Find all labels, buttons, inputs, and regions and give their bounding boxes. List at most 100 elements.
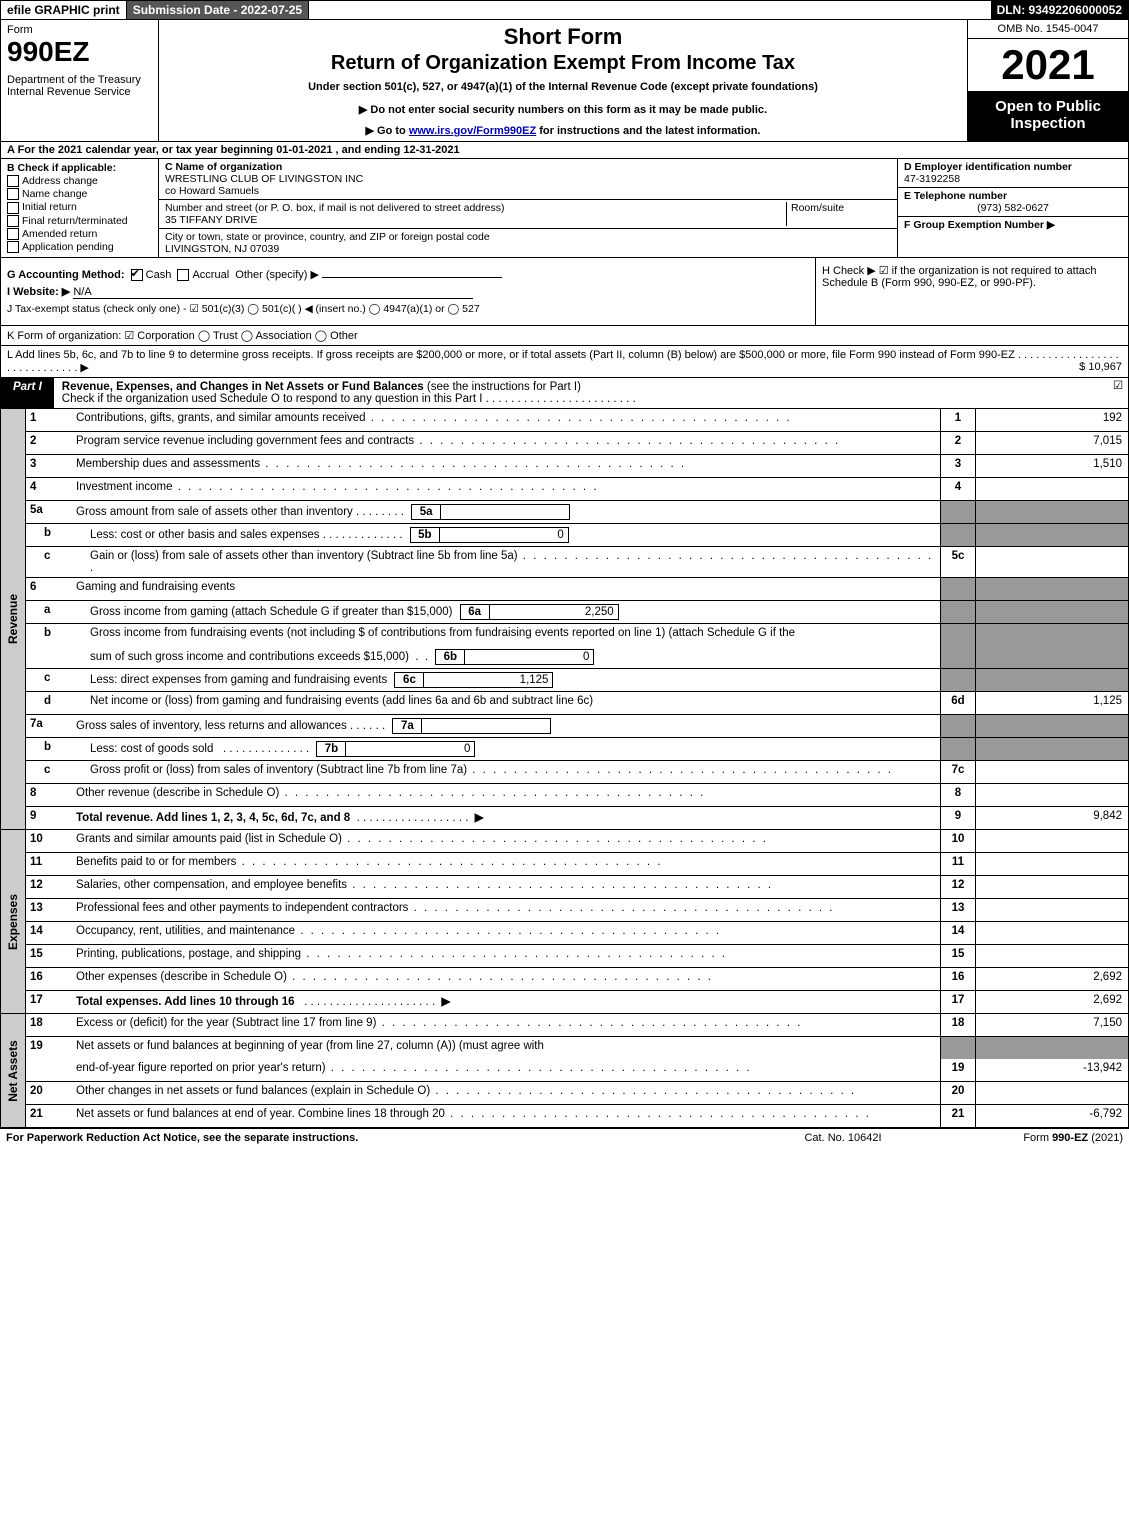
top-bar: efile GRAPHIC print Submission Date - 20… [0,0,1129,20]
street-value: 35 TIFFANY DRIVE [165,214,257,226]
city-block: City or town, state or province, country… [159,229,897,257]
section-h: H Check ▶ ☑ if the organization is not r… [815,258,1128,325]
row-l-text: L Add lines 5b, 6c, and 7b to line 9 to … [7,349,1119,374]
expenses-rows: 10 Grants and similar amounts paid (list… [26,830,1128,1013]
return-of-title: Return of Organization Exempt From Incom… [167,52,959,75]
line-3: 3 Membership dues and assessments 3 1,51… [26,455,1128,478]
org-name-block: C Name of organization WRESTLING CLUB OF… [159,159,897,200]
chk-accrual[interactable] [177,269,189,281]
chk-name-change[interactable]: Name change [7,188,152,200]
care-of: co Howard Samuels [165,185,259,197]
header-left: Form 990EZ Department of the Treasury In… [1,20,159,141]
expenses-side-label: Expenses [1,830,26,1013]
line-9: 9 Total revenue. Add lines 1, 2, 3, 4, 5… [26,807,1128,829]
tax-year: 2021 [968,39,1128,92]
line-8: 8 Other revenue (describe in Schedule O)… [26,784,1128,807]
line-19a: 19 Net assets or fund balances at beginn… [26,1037,1128,1059]
part-i-label: Part I [1,378,54,408]
section-g: G Accounting Method: Cash Accrual Other … [7,268,809,281]
chk-initial-return[interactable]: Initial return [7,201,152,213]
line-21: 21 Net assets or fund balances at end of… [26,1105,1128,1127]
chk-amended-return[interactable]: Amended return [7,228,152,240]
phone-label: E Telephone number [904,190,1007,202]
street-label: Number and street (or P. O. box, if mail… [165,202,504,214]
under-section: Under section 501(c), 527, or 4947(a)(1)… [167,81,959,93]
line-6b-2: sum of such gross income and contributio… [26,646,1128,669]
line-10: 10 Grants and similar amounts paid (list… [26,830,1128,853]
footer-mid: Cat. No. 10642I [743,1132,943,1144]
net-assets-section: Net Assets 18 Excess or (deficit) for th… [0,1014,1129,1128]
section-b: B Check if applicable: Address change Na… [1,159,159,257]
part-i-title: Revenue, Expenses, and Changes in Net As… [54,378,1108,408]
phone-value: (973) 582-0627 [904,202,1122,214]
footer-left: For Paperwork Reduction Act Notice, see … [6,1132,743,1144]
line-5a: 5a Gross amount from sale of assets othe… [26,501,1128,524]
part-i-header: Part I Revenue, Expenses, and Changes in… [0,378,1129,409]
row-k: K Form of organization: ☑ Corporation ◯ … [0,326,1129,346]
ein-value: 47-3192258 [904,173,960,185]
revenue-side-label: Revenue [1,409,26,829]
section-c: C Name of organization WRESTLING CLUB OF… [159,159,897,257]
form-header: Form 990EZ Department of the Treasury In… [0,20,1129,142]
line-5c: c Gain or (loss) from sale of assets oth… [26,547,1128,578]
header-right: OMB No. 1545-0047 2021 Open to Public In… [967,20,1128,141]
part-i-check[interactable]: ☑ [1108,378,1128,408]
line-6a: a Gross income from gaming (attach Sched… [26,601,1128,624]
line-11: 11 Benefits paid to or for members 11 [26,853,1128,876]
line-6c: c Less: direct expenses from gaming and … [26,669,1128,692]
chk-final-return[interactable]: Final return/terminated [7,215,152,227]
org-name: WRESTLING CLUB OF LIVINGSTON INC [165,173,363,185]
line-6b-1: b Gross income from fundraising events (… [26,624,1128,646]
line-19b: end-of-year figure reported on prior yea… [26,1059,1128,1082]
line-4: 4 Investment income 4 [26,478,1128,501]
chk-address-change[interactable]: Address change [7,175,152,187]
revenue-rows: 1 Contributions, gifts, grants, and simi… [26,409,1128,829]
line-16: 16 Other expenses (describe in Schedule … [26,968,1128,991]
line-20: 20 Other changes in net assets or fund b… [26,1082,1128,1105]
room-suite: Room/suite [786,202,891,226]
irs-link[interactable]: www.irs.gov/Form990EZ [409,125,536,137]
website-value: N/A [73,286,473,299]
other-specify-input[interactable] [322,277,502,278]
line-6: 6 Gaming and fundraising events [26,578,1128,601]
line-17: 17 Total expenses. Add lines 10 through … [26,991,1128,1013]
line-2: 2 Program service revenue including gove… [26,432,1128,455]
section-f: F Group Exemption Number ▶ [898,217,1128,257]
dept-label: Department of the Treasury Internal Reve… [7,74,152,98]
group-exemption-label: F Group Exemption Number ▶ [904,219,1055,231]
line-1: 1 Contributions, gifts, grants, and simi… [26,409,1128,432]
section-def: D Employer identification number 47-3192… [897,159,1128,257]
net-assets-rows: 18 Excess or (deficit) for the year (Sub… [26,1014,1128,1127]
goto-irs: ▶ Go to www.irs.gov/Form990EZ for instru… [167,124,959,137]
section-e: E Telephone number (973) 582-0627 [898,188,1128,217]
section-b-header: B Check if applicable: [7,162,152,174]
ein-label: D Employer identification number [904,161,1072,173]
row-l: L Add lines 5b, 6c, and 7b to line 9 to … [0,346,1129,378]
section-j: J Tax-exempt status (check only one) - ☑… [7,303,809,315]
block-ghij: G Accounting Method: Cash Accrual Other … [0,258,1129,326]
form-number: 990EZ [7,36,152,68]
open-to-public: Open to Public Inspection [968,92,1128,141]
header-center: Short Form Return of Organization Exempt… [159,20,967,141]
line-14: 14 Occupancy, rent, utilities, and maint… [26,922,1128,945]
chk-application-pending[interactable]: Application pending [7,241,152,253]
line-7b: b Less: cost of goods sold . . . . . . .… [26,738,1128,761]
top-bar-spacer [309,1,990,19]
section-d: D Employer identification number 47-3192… [898,159,1128,188]
omb-number: OMB No. 1545-0047 [968,20,1128,39]
street-block: Number and street (or P. O. box, if mail… [159,200,897,229]
short-form-title: Short Form [167,24,959,50]
form-word: Form [7,24,152,36]
net-assets-side-label: Net Assets [1,1014,26,1127]
org-name-label: C Name of organization [165,161,282,173]
chk-cash[interactable] [131,269,143,281]
submission-date: Submission Date - 2022-07-25 [127,1,309,19]
line-15: 15 Printing, publications, postage, and … [26,945,1128,968]
efile-label[interactable]: efile GRAPHIC print [1,1,127,19]
city-value: LIVINGSTON, NJ 07039 [165,243,279,255]
ghij-left: G Accounting Method: Cash Accrual Other … [1,258,815,325]
expenses-section: Expenses 10 Grants and similar amounts p… [0,830,1129,1014]
block-bcdef: B Check if applicable: Address change Na… [0,159,1129,258]
line-12: 12 Salaries, other compensation, and emp… [26,876,1128,899]
line-7a: 7a Gross sales of inventory, less return… [26,715,1128,738]
